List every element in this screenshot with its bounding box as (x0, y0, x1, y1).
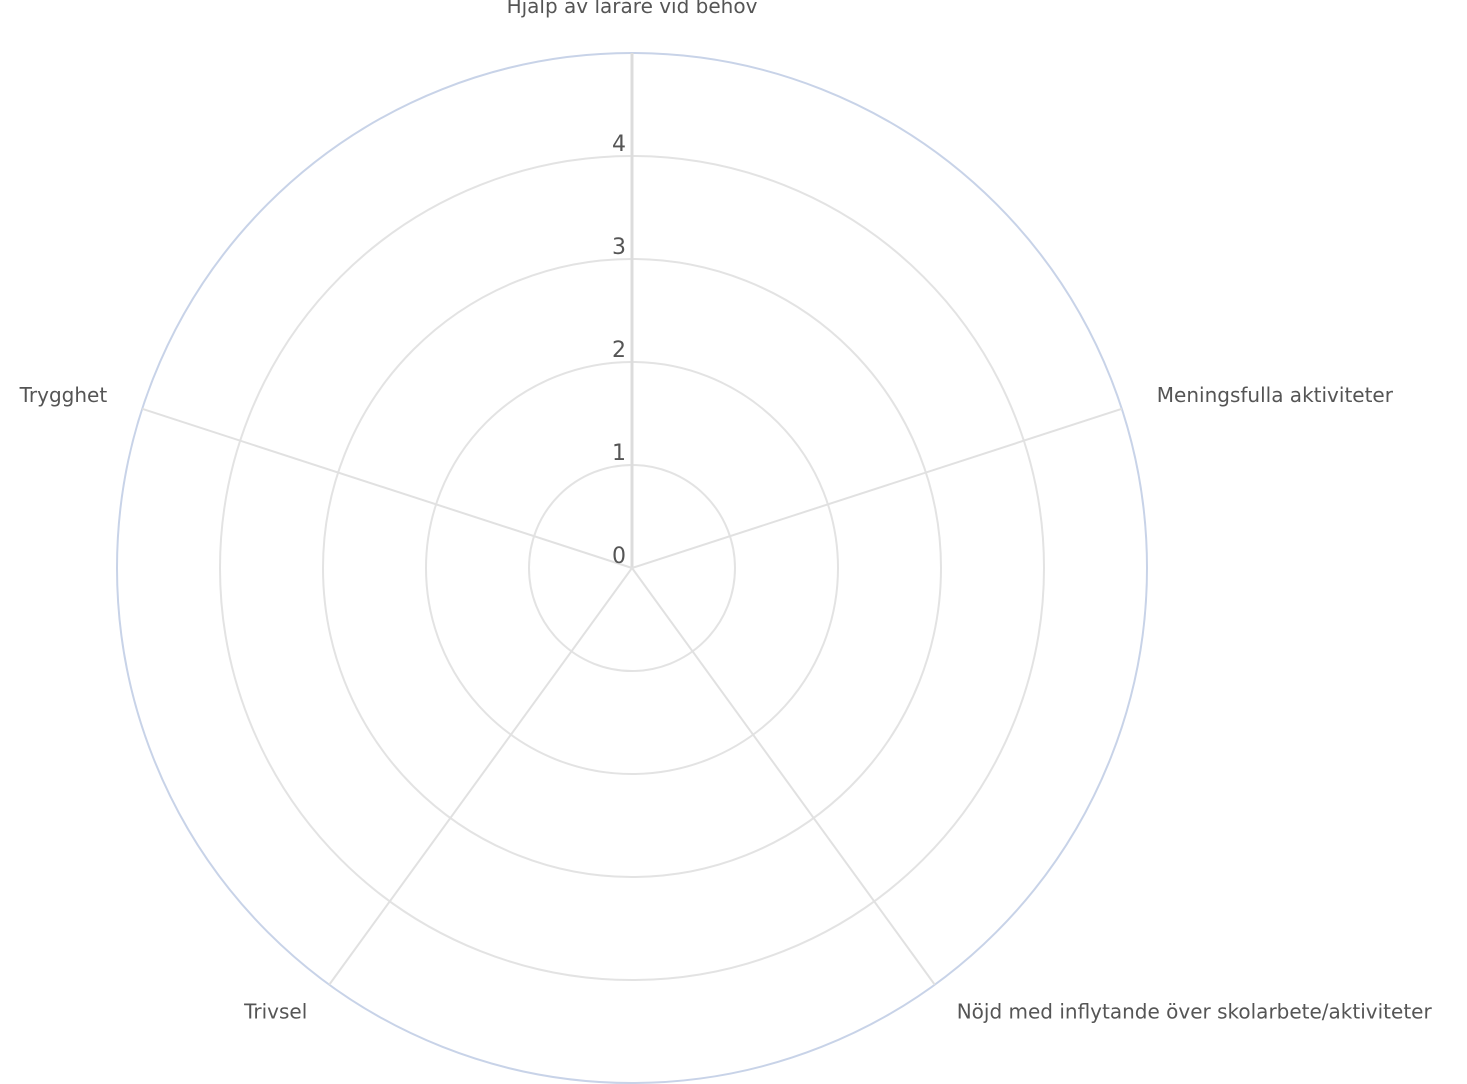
axis-spokes (141, 53, 1123, 986)
tick-label: 0 (612, 544, 626, 569)
axis-labels: Hjälp av lärare vid behov Meningsfulla ak… (19, 0, 1433, 1024)
axis-label: Meningsfulla aktiviteter (1157, 383, 1394, 407)
tick-label: 3 (612, 235, 626, 260)
axis-label: Trygghet (19, 383, 108, 407)
tick-label: 2 (612, 338, 626, 363)
axis-spoke (328, 567, 633, 986)
axis-spoke (141, 407, 633, 569)
axis-label: Trivsel (243, 1000, 307, 1024)
axis-spoke (631, 567, 936, 986)
radial-tick-labels: 0 1 2 3 4 (612, 132, 626, 569)
axis-spoke (631, 407, 1123, 569)
axis-label: Hjälp av lärare vid behov (507, 0, 758, 18)
axis-label: Nöjd med inflytande över skolarbete/akti… (957, 1000, 1433, 1024)
tick-label: 4 (612, 132, 626, 157)
tick-label: 1 (612, 441, 626, 466)
